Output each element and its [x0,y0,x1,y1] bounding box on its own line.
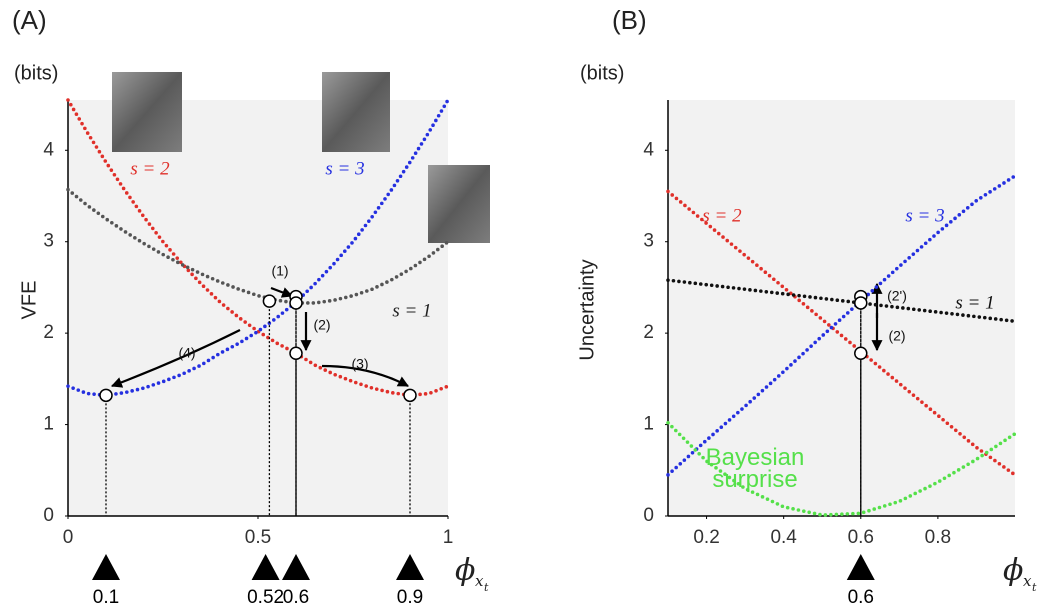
y-tick-label: 2 [43,322,54,343]
y-tick-label: 3 [43,231,54,252]
marker-label: 0.6 [283,587,309,608]
point [99,388,113,403]
y-tick-label: 3 [643,231,654,252]
y-tick-label: 4 [643,139,654,160]
annotation: (1) [271,263,288,279]
series-line [666,189,1017,477]
x-tick-label: 0.6 [848,527,874,548]
thumbnail [112,72,182,152]
marker-label: 0.52 [247,587,284,608]
point [262,294,277,308]
panel-label: (B) [612,5,647,35]
x-tick-label: 1 [443,527,454,548]
y-axis-label: Uncertainty [576,259,598,360]
y-tick-label: 4 [43,139,54,160]
arrow [270,286,294,298]
series-label: s = 1 [955,292,994,313]
arrow [110,329,241,388]
series-label: Bayesian surprise [705,444,805,493]
y-axis-label: VFE [18,281,40,320]
unit-label: (bits) [580,62,624,84]
marker-triangle [846,554,875,580]
x-axis-label-subsub: t [1032,581,1037,594]
y-tick-label: 0 [43,505,54,526]
annotation: (2) [313,317,330,333]
unit-label: (bits) [14,62,58,84]
x-axis-label-subsub: t [484,581,489,594]
y-tick-label: 1 [643,414,654,435]
series-label: s = 1 [392,300,431,321]
x-tick-label: 0 [63,527,74,548]
x-tick-label: 0.2 [693,527,719,548]
marker-label: 0.9 [397,587,423,608]
annotation: (4) [178,345,195,361]
point [289,346,303,361]
marker-triangle [251,554,280,580]
marker-triangle [282,554,310,580]
marker-label: 0.6 [848,587,874,608]
annotation: (2') [887,288,907,304]
x-tick-label: 0.5 [245,527,271,548]
x-tick-label: 0.4 [770,527,797,548]
thumbnail [428,165,490,243]
series-label: s = 2 [702,205,742,226]
x-tick-label: 0.8 [925,527,951,548]
marker-label: 0.1 [93,587,119,608]
y-tick-label: 0 [643,505,654,526]
arrows [110,282,883,388]
marker-triangle [396,554,424,580]
x-axis-label-sub: x [475,572,484,590]
y-tick-label: 2 [643,322,654,343]
point [289,296,303,310]
annotation: (3) [351,356,368,372]
series-line [66,98,450,398]
series-line [666,278,1017,324]
y-tick-label: 1 [43,414,54,435]
series-line [666,174,1017,477]
thumbnail [322,72,390,152]
point [854,346,868,361]
series-label: s = 3 [905,205,944,226]
series-line [66,187,450,305]
series-line [666,420,1017,517]
marker-triangle [92,554,120,580]
series-label: s = 2 [130,158,170,179]
series-label: s = 3 [325,158,364,179]
panel-label: (A) [12,5,47,35]
arrow [321,364,409,387]
series-line [66,98,450,398]
point [854,296,868,310]
point [403,388,417,403]
annotation: (2) [888,328,905,344]
plot-area [68,100,448,516]
x-axis-label: ϕ [1003,553,1023,588]
x-axis-label-sub: x [1023,572,1032,590]
x-axis-label: ϕ [455,553,475,588]
plot-area [668,100,1015,516]
